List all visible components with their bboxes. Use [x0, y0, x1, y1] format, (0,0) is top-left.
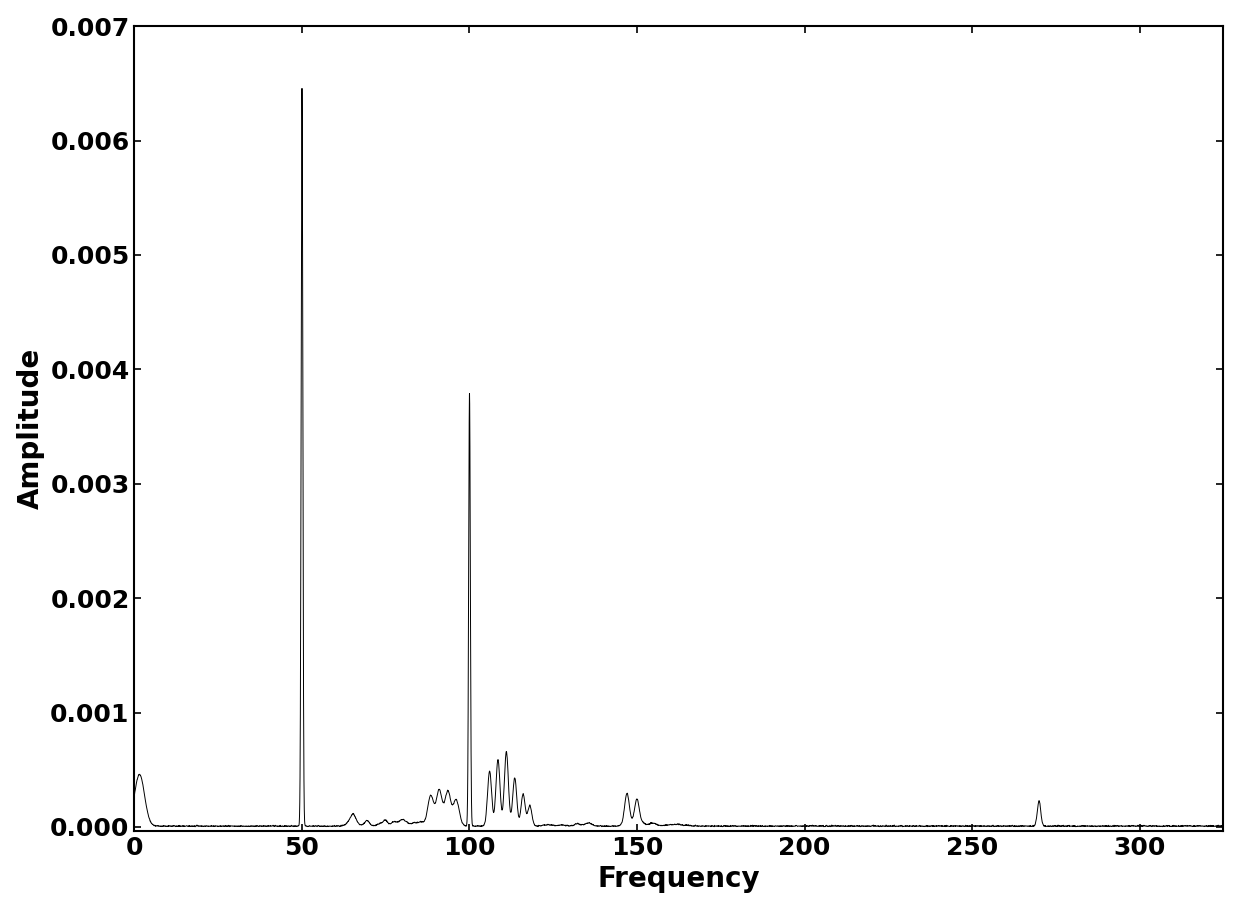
X-axis label: Frequency: Frequency: [598, 865, 760, 894]
Y-axis label: Amplitude: Amplitude: [16, 348, 45, 510]
